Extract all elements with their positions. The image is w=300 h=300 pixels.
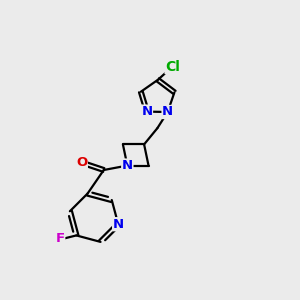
Text: O: O <box>76 156 87 169</box>
Text: N: N <box>162 106 173 118</box>
Text: Cl: Cl <box>165 60 180 74</box>
Text: N: N <box>122 159 133 172</box>
Text: F: F <box>56 232 65 245</box>
Text: N: N <box>141 105 152 118</box>
Text: N: N <box>113 218 124 231</box>
